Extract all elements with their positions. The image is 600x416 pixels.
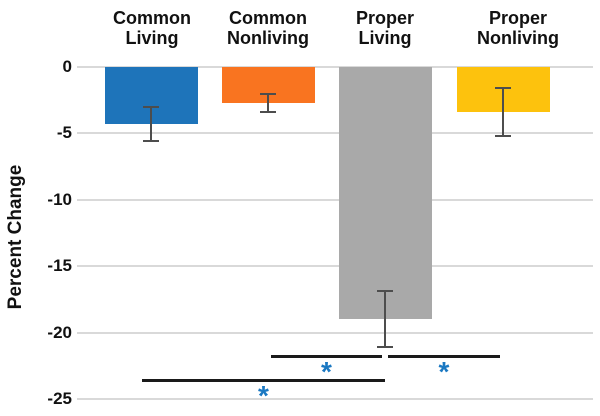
category-label-common-living: Common Living [113,8,191,48]
significance-bracket [388,355,500,358]
gridline [77,132,593,135]
error-bar-stem [150,106,152,142]
error-bar-cap-top [495,87,511,90]
y-tick-label: -10 [47,189,72,209]
significance-bracket [271,355,382,358]
gridline [77,66,593,68]
category-label-proper-nonliving: Proper Nonliving [477,8,559,48]
y-tick-label: -5 [56,123,72,143]
y-tick-label: -15 [47,256,72,276]
error-bar-stem [384,291,386,348]
error-bar-stem [267,93,269,113]
error-bar-stem [502,88,504,137]
gridline [77,398,593,400]
gridline [77,265,593,268]
gridline [77,331,593,334]
error-bar-cap-bottom [377,346,393,349]
bar-proper-living [338,67,432,320]
error-bar-cap-bottom [143,140,159,143]
y-tick-label: 0 [62,57,72,76]
error-bar-cap-bottom [260,111,276,114]
significance-asterisk: * [321,356,332,387]
error-bar-cap-bottom [495,135,511,138]
significance-asterisk: * [258,380,269,411]
gridline [77,198,593,201]
category-label-common-nonliving: Common Nonliving [227,8,309,48]
category-label-proper-living: Proper Living [355,8,415,48]
y-tick-label: -25 [47,389,72,408]
significance-asterisk: * [438,356,450,387]
y-tick-label: -20 [47,322,72,342]
error-bar-cap-top [377,290,393,293]
significance-bracket [142,379,385,382]
error-bar-cap-top [143,105,159,108]
error-bar-cap-top [260,92,276,95]
